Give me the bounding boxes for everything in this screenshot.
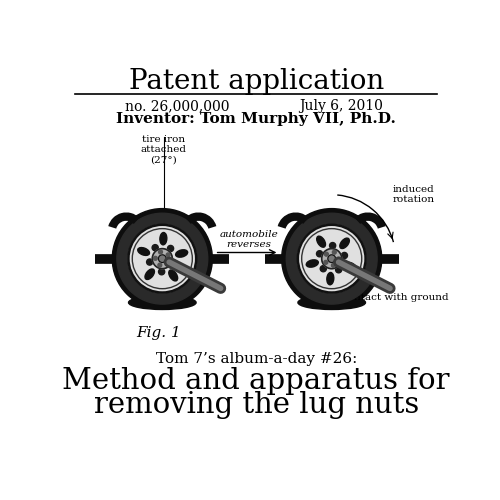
Ellipse shape — [316, 236, 326, 247]
Circle shape — [342, 252, 347, 258]
Circle shape — [117, 213, 208, 304]
Circle shape — [336, 257, 340, 261]
Circle shape — [330, 242, 336, 248]
Circle shape — [158, 268, 164, 275]
Ellipse shape — [327, 272, 334, 285]
Text: no. 26,000,000: no. 26,000,000 — [126, 99, 230, 113]
Circle shape — [332, 250, 336, 254]
Text: Inventor: Tom Murphy VII, Ph.D.: Inventor: Tom Murphy VII, Ph.D. — [116, 112, 396, 126]
Text: Method and apparatus for: Method and apparatus for — [62, 367, 450, 395]
Circle shape — [168, 246, 173, 252]
Ellipse shape — [145, 269, 154, 280]
Circle shape — [158, 255, 166, 262]
Ellipse shape — [128, 296, 196, 310]
Text: tire iron
attached
(27°): tire iron attached (27°) — [141, 134, 187, 164]
Circle shape — [158, 250, 162, 254]
Circle shape — [154, 256, 158, 260]
Circle shape — [152, 248, 172, 268]
Circle shape — [166, 253, 170, 257]
Circle shape — [166, 261, 170, 265]
Circle shape — [316, 250, 322, 257]
Ellipse shape — [344, 262, 356, 270]
Circle shape — [298, 225, 366, 292]
Circle shape — [128, 225, 196, 292]
Circle shape — [322, 248, 342, 268]
Circle shape — [152, 244, 158, 251]
Circle shape — [282, 208, 382, 308]
Circle shape — [324, 252, 328, 256]
Circle shape — [172, 260, 177, 266]
Ellipse shape — [306, 260, 318, 267]
Text: Fig. 1: Fig. 1 — [136, 326, 181, 340]
Circle shape — [336, 266, 342, 273]
Circle shape — [146, 259, 152, 265]
Circle shape — [158, 263, 162, 267]
Text: induced
rotation: induced rotation — [392, 185, 434, 204]
Ellipse shape — [340, 238, 349, 248]
Text: July 6, 2010: July 6, 2010 — [299, 99, 383, 113]
Ellipse shape — [176, 250, 188, 257]
Text: contact with ground: contact with ground — [342, 292, 449, 302]
Circle shape — [286, 213, 377, 304]
Text: Tom 7’s album-a-day #26:: Tom 7’s album-a-day #26: — [156, 352, 357, 366]
Circle shape — [112, 208, 212, 308]
Circle shape — [332, 264, 336, 268]
Ellipse shape — [298, 296, 366, 310]
Ellipse shape — [138, 248, 149, 256]
Text: Patent application: Patent application — [128, 68, 384, 95]
Circle shape — [324, 260, 328, 264]
Ellipse shape — [160, 232, 167, 245]
Circle shape — [320, 266, 326, 272]
Text: removing the lug nuts: removing the lug nuts — [94, 391, 419, 419]
Ellipse shape — [169, 270, 177, 281]
Text: automobile
reverses: automobile reverses — [219, 230, 278, 250]
Circle shape — [328, 255, 336, 262]
